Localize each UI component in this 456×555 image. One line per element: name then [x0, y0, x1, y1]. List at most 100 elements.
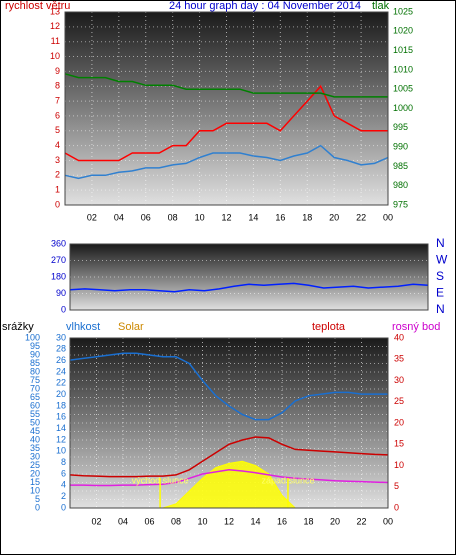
y2-tick-label: N	[436, 302, 445, 316]
x-tick-label: 12	[221, 212, 231, 222]
x-tick-label: 14	[248, 212, 258, 222]
legend-entry: rosný bod	[392, 321, 440, 333]
y2-tick-label: 1020	[393, 26, 413, 36]
line	[64, 144, 389, 180]
y-tick-label: 9	[55, 66, 60, 76]
y-tick-label: 30	[30, 451, 40, 461]
y-tick-label: 100	[25, 332, 40, 342]
y-axis-label: srážky	[2, 321, 34, 333]
y-tick-label: 12	[50, 21, 60, 31]
y3-tick-label: 14	[56, 423, 66, 433]
y2-tick-label: 15	[394, 439, 404, 449]
y2-tick-label: 990	[393, 141, 408, 151]
y-axis-label: rychlost větru	[5, 0, 70, 12]
y-tick-label: 6	[55, 110, 60, 120]
line	[64, 73, 388, 98]
y2-tick-label: S	[436, 269, 444, 283]
annotation: východ slunce	[132, 475, 189, 485]
y-tick-label: 40	[30, 434, 40, 444]
y-tick-label: 70	[30, 383, 40, 393]
y-tick-label: 4	[55, 140, 60, 150]
x-tick-label: 10	[195, 212, 205, 222]
y3-tick-label: 26	[56, 355, 66, 365]
x-tick-label: 04	[118, 516, 128, 526]
y2-tick-label: 1005	[393, 84, 413, 94]
plot-border	[64, 11, 389, 206]
y2-tick-label: 1015	[393, 45, 413, 55]
x-tick-label: 02	[87, 212, 97, 222]
y-tick-label: 35	[30, 443, 40, 453]
line	[64, 84, 388, 162]
line	[70, 469, 389, 487]
legend-entry: teplota	[312, 321, 346, 333]
x-tick-label: 20	[329, 212, 339, 222]
x-tick-label: 00	[383, 516, 393, 526]
y2-tick-label: 985	[393, 161, 408, 171]
y2-axis-label: tlak	[372, 0, 390, 12]
y-tick-label: 270	[51, 255, 66, 265]
y3-tick-label: 4	[61, 480, 66, 490]
y-tick-label: 11	[51, 36, 60, 46]
y2-tick-label: 20	[394, 417, 404, 427]
x-tick-label: 10	[197, 516, 207, 526]
y2-tick-label: 35	[394, 354, 404, 364]
y-tick-label: 1	[55, 185, 60, 195]
y2-tick-label: 30	[394, 375, 404, 385]
y2-tick-label: 10	[394, 460, 404, 470]
y-tick-label: 60	[30, 400, 40, 410]
plot-border	[69, 243, 429, 311]
chart-title: 24 hour graph day : 04 November 2014	[169, 0, 361, 12]
y-tick-label: 3	[55, 155, 60, 165]
x-tick-label: 22	[356, 516, 366, 526]
y-tick-label: 0	[55, 199, 60, 209]
y-tick-label: 10	[30, 485, 40, 495]
y3-tick-label: 10	[56, 446, 66, 456]
y-tick-label: 85	[30, 358, 40, 368]
y-tick-label: 5	[35, 494, 40, 504]
y2-tick-label: 1000	[393, 103, 413, 113]
x-tick-label: 20	[330, 516, 340, 526]
x-tick-label: 12	[224, 516, 234, 526]
y-tick-label: 25	[30, 460, 40, 470]
y-tick-label: 360	[51, 238, 66, 248]
line	[69, 282, 429, 293]
y-tick-label: 75	[30, 375, 40, 385]
y3-tick-label: 12	[56, 434, 66, 444]
plot-area	[70, 244, 428, 310]
annotation: západ slunce	[261, 475, 314, 485]
y-tick-label: 180	[51, 271, 66, 281]
y3-tick-label: 30	[56, 332, 66, 342]
y-tick-label: 95	[30, 341, 40, 351]
y-tick-label: 65	[30, 392, 40, 402]
y3-tick-label: 16	[56, 412, 66, 422]
y-tick-label: 8	[55, 81, 60, 91]
y-tick-label: 55	[30, 409, 40, 419]
plot-border	[69, 337, 389, 509]
y2-tick-label: 25	[394, 396, 404, 406]
y-tick-label: 50	[30, 417, 40, 427]
x-tick-label: 16	[277, 516, 287, 526]
y2-tick-label: 980	[393, 180, 408, 190]
x-tick-label: 14	[250, 516, 260, 526]
y-tick-label: 80	[30, 366, 40, 376]
y3-tick-label: 2	[61, 491, 66, 501]
y3-tick-label: 22	[56, 378, 66, 388]
x-tick-label: 06	[144, 516, 154, 526]
y-tick-label: 90	[56, 288, 66, 298]
legend-entry: Solar	[118, 321, 144, 333]
y2-tick-label: 5	[394, 481, 399, 491]
x-tick-label: 16	[275, 212, 285, 222]
y2-tick-label: 1010	[393, 64, 413, 74]
x-tick-label: 22	[356, 212, 366, 222]
y-tick-label: 20	[30, 468, 40, 478]
y3-tick-label: 20	[56, 389, 66, 399]
y-tick-label: 15	[30, 477, 40, 487]
line	[69, 436, 389, 478]
y-tick-label: 13	[50, 6, 60, 16]
x-tick-label: 08	[168, 212, 178, 222]
y-tick-label: 90	[30, 349, 40, 359]
x-tick-label: 18	[302, 212, 312, 222]
y3-tick-label: 6	[61, 468, 66, 478]
